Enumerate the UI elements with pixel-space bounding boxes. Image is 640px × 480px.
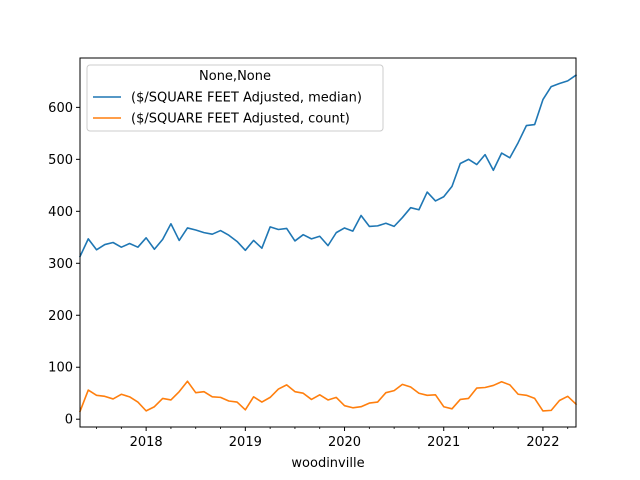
series-lines <box>78 74 578 413</box>
x-tick-label: 2018 <box>130 435 163 450</box>
legend-label-count: ($/SQUARE FEET Adjusted, count) <box>131 112 350 127</box>
x-tick-label: 2020 <box>328 435 361 450</box>
axes-frame <box>79 57 577 428</box>
y-tick-label: 100 <box>48 361 73 376</box>
y-tick-label: 400 <box>48 205 73 220</box>
x-axis-title: woodinville <box>291 456 364 471</box>
y-tick-label: 300 <box>48 257 73 272</box>
legend-box <box>86 64 384 132</box>
legend-label-median: ($/SQUARE FEET Adjusted, median) <box>131 91 362 106</box>
legend: None,None ($/SQUARE FEET Adjusted, media… <box>86 64 384 132</box>
series-line-count <box>78 380 578 413</box>
series-line-median <box>78 74 578 258</box>
x-tick-label: 2022 <box>526 435 559 450</box>
y-tick-label: 200 <box>48 309 73 324</box>
axes: 0 100 200 300 400 500 600 2018 2019 2020 2021 2022 <box>48 57 577 450</box>
legend-title: None,None <box>199 69 271 84</box>
x-tick-label: 2019 <box>229 435 262 450</box>
x-tick-label: 2021 <box>427 435 460 450</box>
y-tick-label: 500 <box>48 153 73 168</box>
y-tick-label: 600 <box>48 101 73 116</box>
y-tick-label: 0 <box>65 413 73 428</box>
